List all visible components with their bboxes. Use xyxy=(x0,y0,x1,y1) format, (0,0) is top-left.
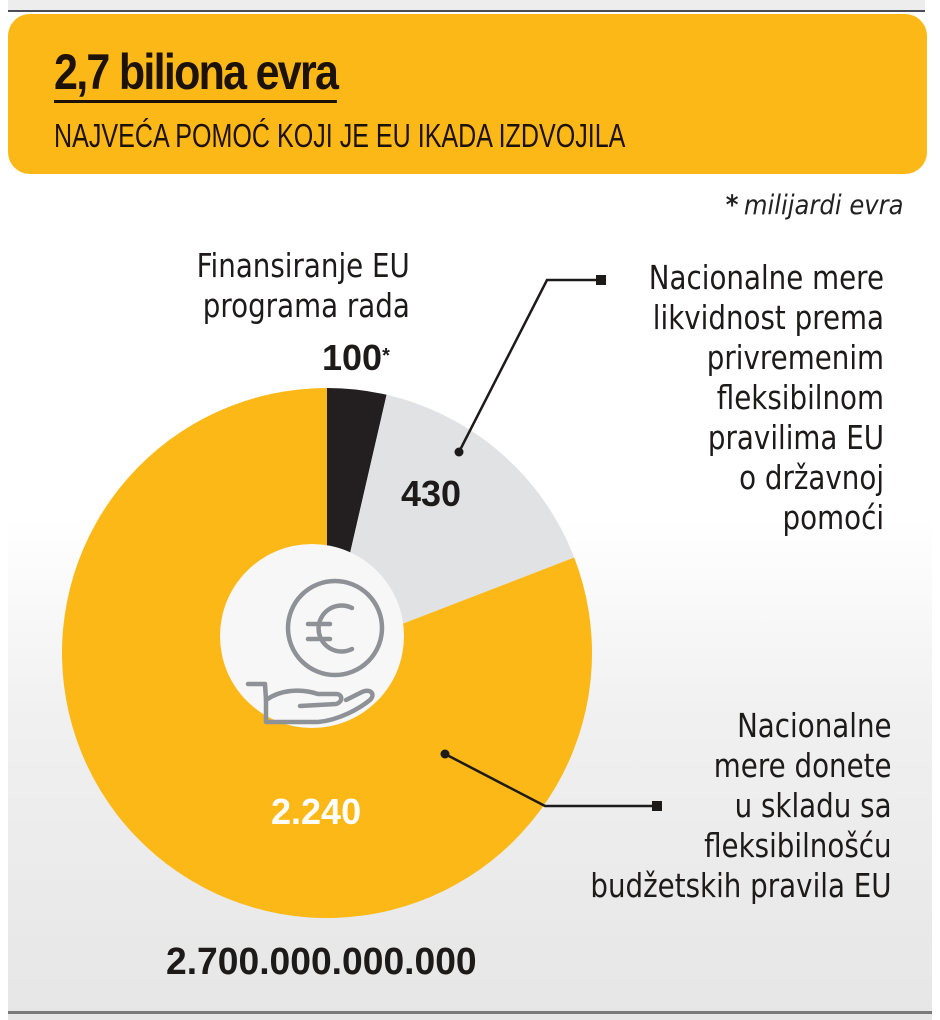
value-state-aid: 430 xyxy=(401,473,462,514)
value-eu-programs: 100* xyxy=(322,337,390,378)
label-state-aid: Nacionalne mere likvidnost prema privrem… xyxy=(648,258,884,537)
asterisk: * xyxy=(726,190,739,221)
header-banner: 2,7 biliona evra NAJVEĆA POMOĆ KOJI JE E… xyxy=(8,14,927,174)
infographic-subtitle: NAJVEĆA POMOĆ KOJI JE EU IKADA IZDVOJILA xyxy=(54,117,626,154)
label-budget-flexibility: Nacionalne mere donete u skladu sa fleks… xyxy=(590,706,892,905)
label-eu-programs: Finansiranje EU programa rada xyxy=(196,246,410,325)
total-amount: 2.700.000.000.000 xyxy=(166,941,477,983)
leader-line-2240 xyxy=(440,749,662,811)
bottom-rule xyxy=(8,1011,932,1014)
leader-line-430 xyxy=(454,275,606,457)
top-rule xyxy=(8,10,925,12)
euro-coin-hand-icon xyxy=(245,578,385,725)
value-budget-flexibility: 2.240 xyxy=(271,791,362,832)
donut-hole xyxy=(220,544,404,728)
top-strip xyxy=(8,0,925,10)
unit-note: * milijardi evra xyxy=(726,190,904,221)
unit-text: milijardi evra xyxy=(744,190,904,221)
infographic-title: 2,7 biliona evra xyxy=(54,44,339,103)
